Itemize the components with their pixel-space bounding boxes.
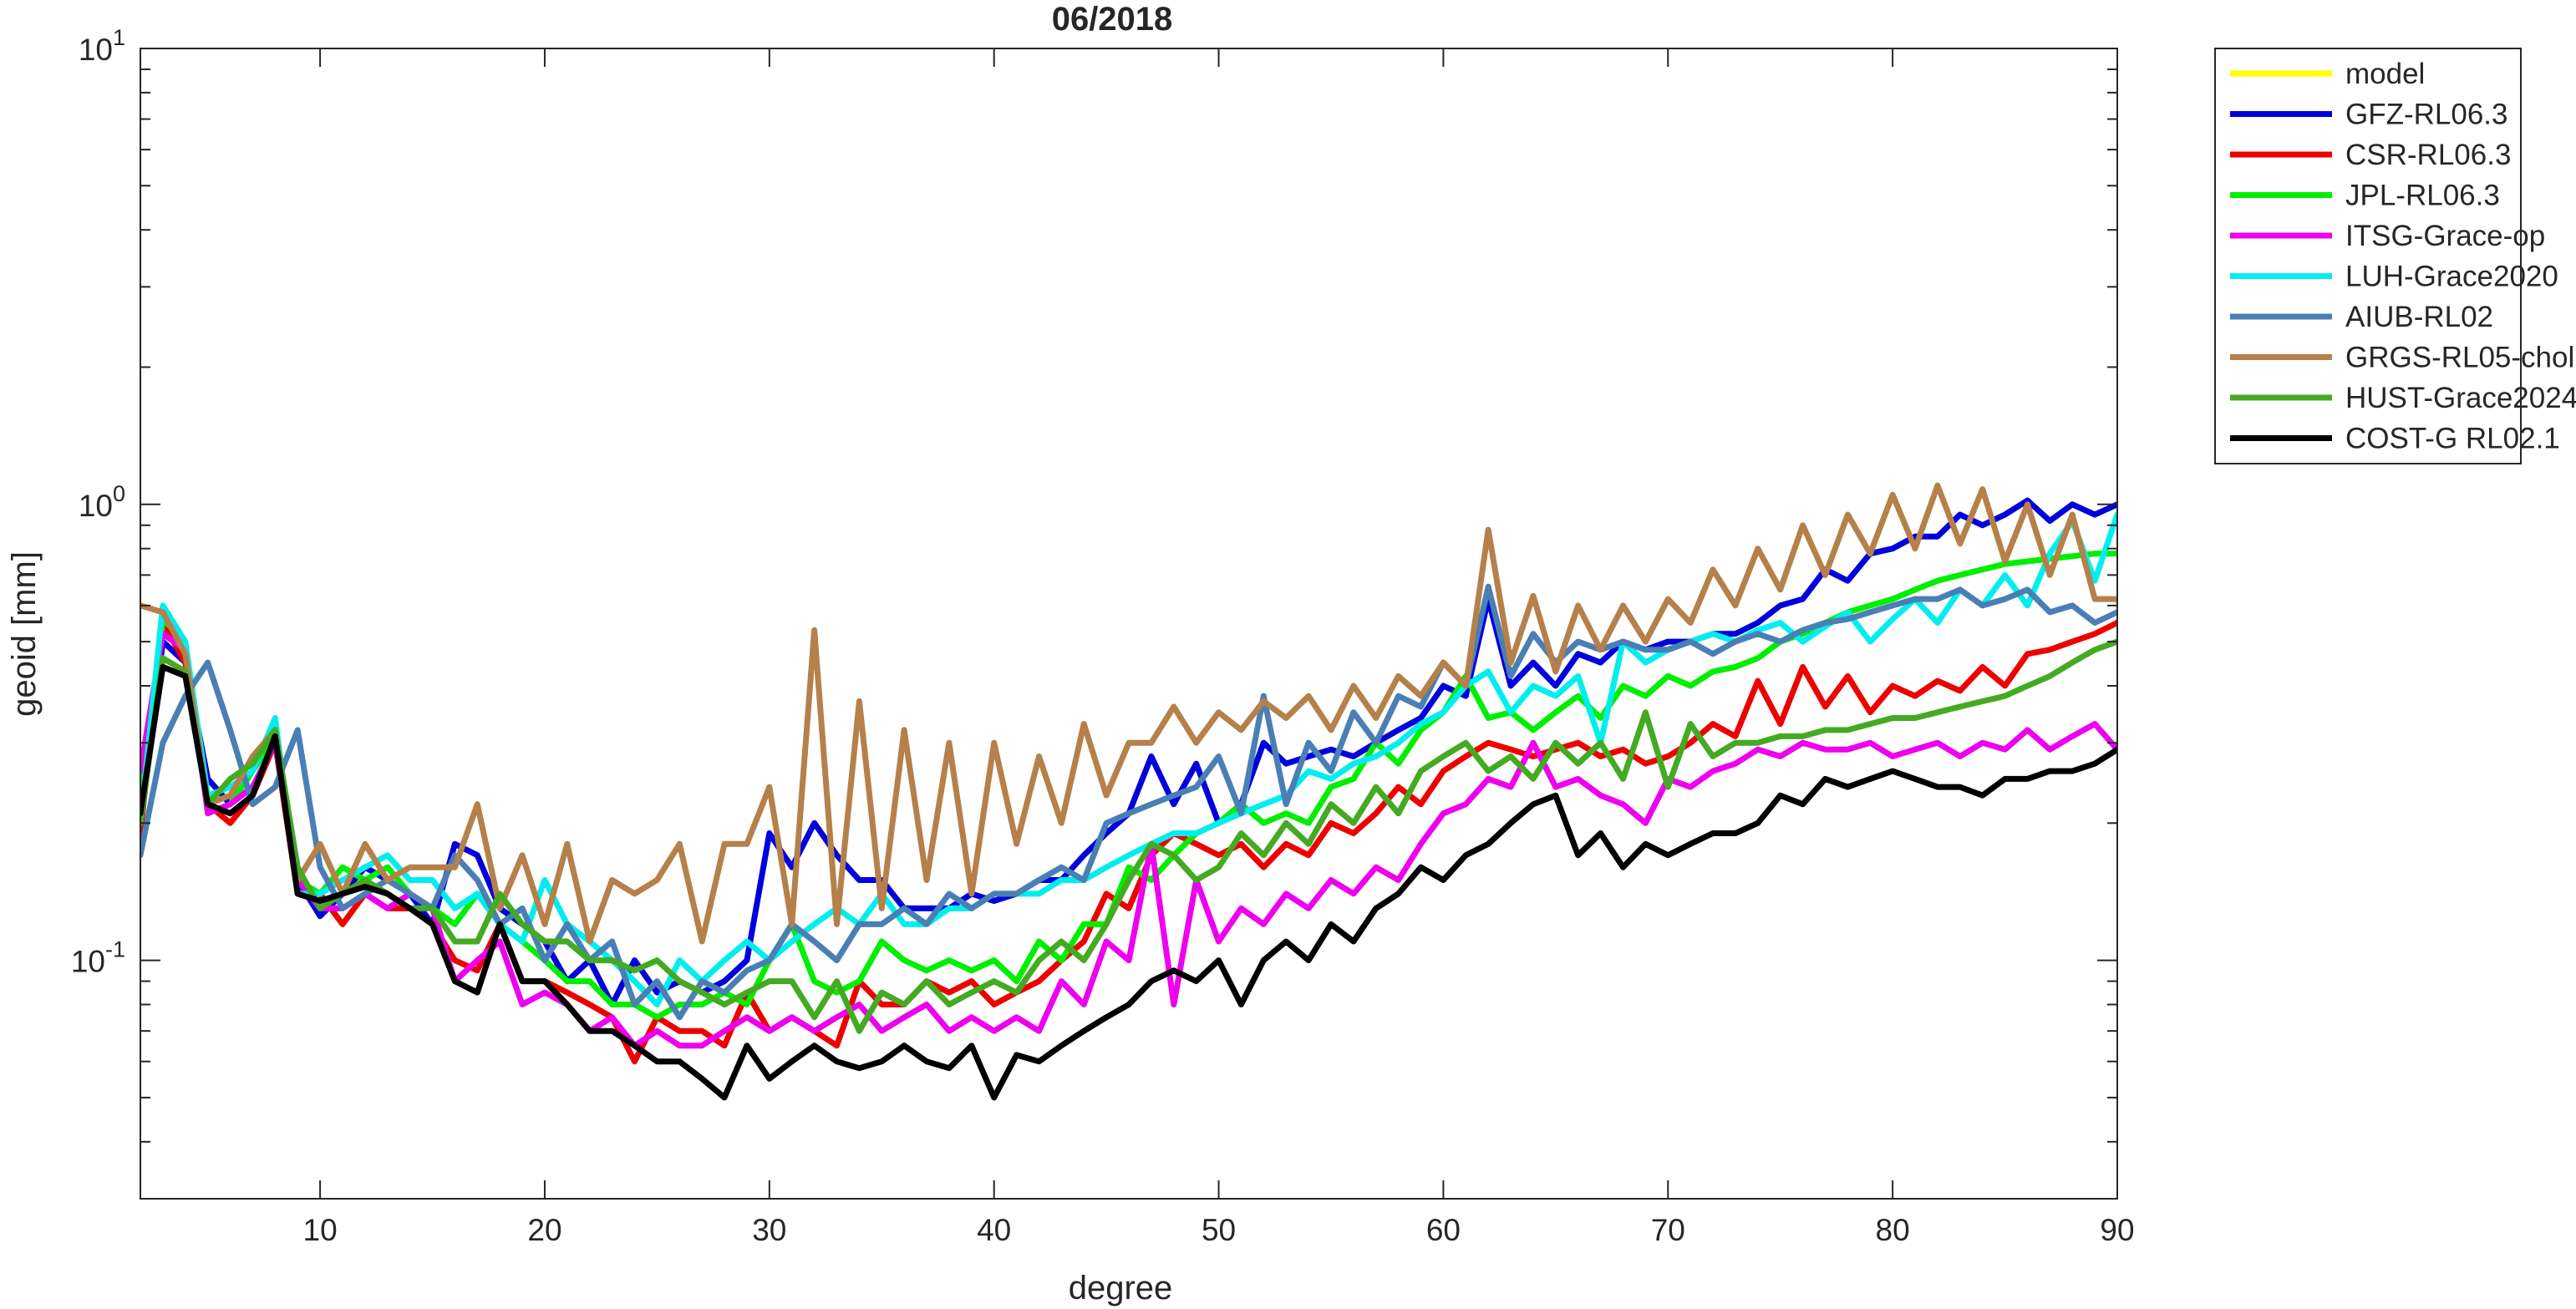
legend-entry-7: AIUB-RL02	[2345, 301, 2493, 333]
legend-box	[2214, 48, 2522, 464]
series-layer	[140, 482, 2117, 1101]
legend-entry-4: JPL-RL06.3	[2345, 180, 2500, 212]
x-tick-label: 50	[1202, 1213, 1236, 1247]
y-tick-base: 10	[79, 33, 113, 67]
legend-entry-3: CSR-RL06.3	[2345, 139, 2511, 171]
series-line-7	[140, 583, 2117, 1021]
y-tick-label: 101	[79, 25, 125, 67]
x-tick-label: 20	[527, 1213, 561, 1247]
plot-frame	[140, 48, 2118, 1200]
x-tick-label: 10	[303, 1213, 338, 1247]
series-line-10	[140, 663, 2117, 1101]
series-line-3	[140, 618, 2117, 1065]
y-tick-exponent: 1	[113, 25, 125, 50]
series-line-6	[140, 511, 2117, 1007]
legend-entry-2: GFZ-RL06.3	[2345, 99, 2508, 131]
y-tick-base: 10	[79, 489, 113, 523]
y-tick-exponent: -1	[105, 937, 125, 962]
chart-title: 06/2018	[1052, 1, 1173, 38]
series-line-8	[140, 482, 2117, 945]
y-axis-label: geoid [mm]	[6, 551, 43, 717]
legend-entry-5: ITSG-Grace-op	[2345, 220, 2545, 252]
series-line-5	[140, 631, 2117, 1049]
x-axis-label: degree	[1069, 1270, 1173, 1306]
legend-entry-1: model	[2345, 58, 2425, 90]
y-tick-exponent: 0	[113, 481, 125, 506]
x-tick-label: 90	[2100, 1213, 2134, 1247]
x-tick-label: 40	[977, 1213, 1011, 1247]
y-tick-label: 100	[79, 481, 125, 523]
legend-entry-10: COST-G RL02.1	[2345, 423, 2560, 455]
x-tick-label: 70	[1651, 1213, 1685, 1247]
legend-entry-9: HUST-Grace2024	[2345, 382, 2576, 414]
x-tick-label: 30	[752, 1213, 786, 1247]
y-tick-label: 10-1	[71, 937, 125, 979]
y-tick-base: 10	[71, 945, 105, 979]
series-line-2	[140, 497, 2117, 1007]
x-tick-label: 60	[1426, 1213, 1461, 1247]
x-tick-label: 80	[1876, 1213, 1910, 1247]
series-line-9	[140, 638, 2117, 1034]
legend-entry-8: GRGS-RL05-chol	[2345, 342, 2574, 374]
legend: model GFZ-RL06.3 CSR-RL06.3 JPL-RL06.3 ITSG-…	[2214, 48, 2576, 464]
legend-entry-6: LUH-Grace2020	[2345, 261, 2558, 293]
